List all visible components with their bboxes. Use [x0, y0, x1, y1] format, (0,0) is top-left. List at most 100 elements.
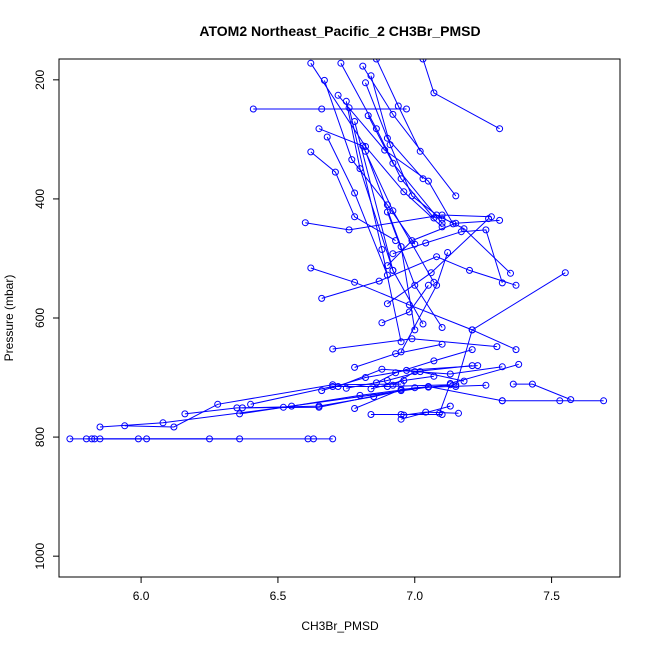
- data-point: [238, 404, 246, 412]
- data-point: [378, 246, 386, 253]
- x-tick-label: 7.5: [543, 589, 560, 603]
- profile-line: [305, 214, 492, 231]
- data-point: [121, 422, 129, 430]
- data-point: [452, 192, 460, 200]
- profile-series: [337, 59, 438, 222]
- data-point: [528, 380, 536, 388]
- y-tick-label: 400: [33, 189, 47, 209]
- data-point: [556, 397, 564, 405]
- data-point: [66, 435, 74, 443]
- data-point: [356, 391, 364, 399]
- data-point: [419, 175, 427, 183]
- data-point: [318, 387, 326, 395]
- data-point: [331, 168, 339, 176]
- x-tick-label: 6.5: [270, 589, 287, 603]
- data-point: [509, 380, 517, 388]
- profile-line: [323, 80, 416, 245]
- x-axis-label: CH3Br_PMSD: [301, 619, 379, 633]
- profile-series: [181, 381, 490, 418]
- data-point: [370, 393, 378, 401]
- data-point: [383, 134, 391, 142]
- data-point: [342, 97, 350, 105]
- y-tick-label: 800: [33, 427, 47, 447]
- profile-line: [365, 151, 416, 330]
- profile-line: [436, 214, 511, 274]
- profile-line: [381, 285, 429, 324]
- data-point: [482, 226, 490, 234]
- profile-series: [367, 72, 446, 223]
- profile-line: [513, 383, 571, 401]
- data-point: [460, 377, 468, 385]
- data-point: [345, 104, 353, 112]
- profile-series: [323, 133, 391, 279]
- data-point: [438, 340, 446, 348]
- x-tick-label: 6.0: [133, 589, 150, 603]
- profile-series: [351, 118, 427, 328]
- data-point: [323, 133, 331, 141]
- data-point: [397, 411, 405, 418]
- data-point: [449, 220, 457, 228]
- data-point: [397, 385, 405, 393]
- data-point: [424, 281, 432, 289]
- data-point: [315, 125, 323, 133]
- profile-line: [326, 136, 388, 276]
- profile-series: [509, 380, 575, 404]
- data-point: [466, 266, 473, 274]
- data-point: [397, 415, 405, 423]
- profile-series: [307, 59, 446, 231]
- profile-line: [370, 375, 434, 390]
- data-point: [372, 379, 380, 387]
- data-point: [460, 225, 468, 233]
- profile-series: [91, 435, 337, 443]
- data-point: [364, 112, 372, 120]
- data-point: [307, 264, 315, 272]
- profile-series: [397, 402, 454, 423]
- data-point: [408, 335, 416, 343]
- profile-series: [238, 387, 405, 412]
- plot-area: [58, 58, 621, 578]
- data-point: [561, 269, 569, 277]
- profile-line: [370, 75, 443, 220]
- data-point: [422, 239, 430, 247]
- series-layer: [66, 59, 608, 443]
- profile-series: [318, 253, 520, 302]
- profile-line: [376, 349, 473, 384]
- data-point: [307, 59, 315, 67]
- data-point: [375, 277, 383, 285]
- data-point: [400, 188, 408, 196]
- data-point: [498, 363, 506, 371]
- data-point: [411, 240, 419, 248]
- x-tick-label: 7.0: [406, 589, 423, 603]
- data-point: [430, 357, 438, 365]
- profile-line: [346, 371, 465, 389]
- data-point: [362, 79, 369, 87]
- data-point: [419, 320, 427, 328]
- data-point: [600, 397, 608, 405]
- data-point: [159, 419, 167, 427]
- data-point: [329, 435, 337, 443]
- data-point: [362, 147, 369, 155]
- profile-series: [378, 281, 432, 327]
- data-point: [515, 360, 523, 368]
- data-point: [367, 411, 375, 418]
- data-point: [170, 423, 178, 431]
- data-point: [446, 402, 454, 410]
- profile-line: [348, 107, 402, 342]
- data-point: [446, 380, 454, 387]
- data-point: [493, 343, 501, 351]
- data-point: [496, 125, 504, 133]
- profile-series: [419, 59, 504, 133]
- data-point: [416, 147, 424, 155]
- data-point: [315, 402, 323, 410]
- profile-series: [435, 360, 523, 417]
- data-point: [444, 249, 452, 256]
- profile-line: [386, 211, 443, 328]
- data-point: [468, 362, 476, 370]
- profile-line: [400, 405, 451, 420]
- data-point: [408, 192, 416, 200]
- profile-line: [345, 101, 394, 271]
- profile-line: [422, 59, 500, 130]
- profile-series: [359, 62, 460, 200]
- y-tick-label: 600: [33, 308, 47, 328]
- profile-line: [362, 65, 457, 197]
